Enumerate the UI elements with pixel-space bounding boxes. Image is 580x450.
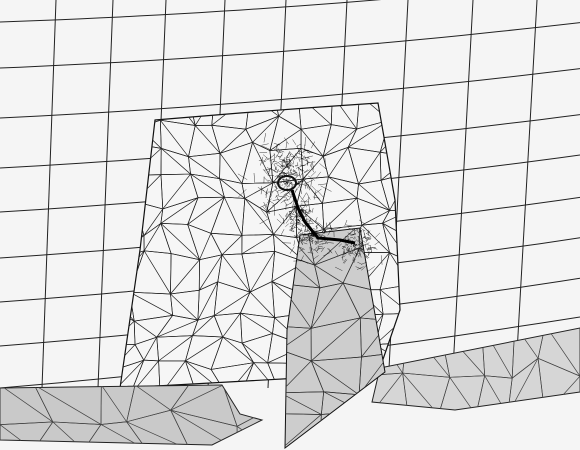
bottom-slab: [0, 385, 262, 445]
page: (() => { JSON.parse(document.getElementB…: [0, 0, 580, 450]
fem-mesh-view: [0, 0, 580, 450]
